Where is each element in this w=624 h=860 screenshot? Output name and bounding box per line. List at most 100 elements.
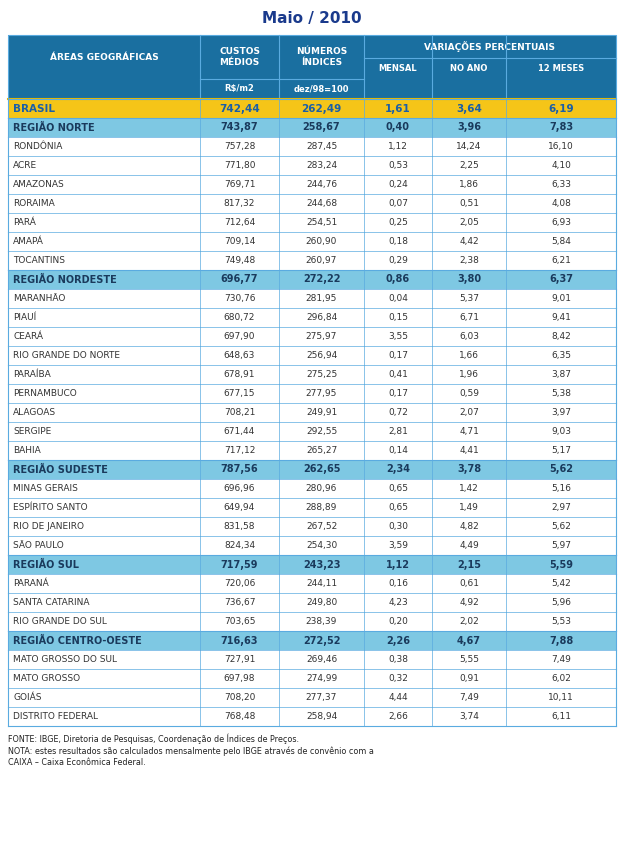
Text: 5,97: 5,97	[551, 541, 571, 550]
Bar	[8, 79, 616, 99]
Text: 7,88: 7,88	[549, 636, 573, 646]
Text: 0,59: 0,59	[459, 389, 479, 398]
Text: 0,53: 0,53	[388, 161, 408, 170]
Text: 4,49: 4,49	[459, 541, 479, 550]
Text: 2,25: 2,25	[459, 161, 479, 170]
Text: PARAÍBA: PARAÍBA	[13, 370, 51, 379]
Text: 7,49: 7,49	[459, 693, 479, 702]
Text: 5,55: 5,55	[459, 655, 479, 664]
Text: 678,91: 678,91	[224, 370, 255, 379]
Text: 0,14: 0,14	[388, 446, 408, 455]
Text: RIO DE JANEIRO: RIO DE JANEIRO	[13, 522, 84, 531]
Text: 244,11: 244,11	[306, 579, 337, 588]
Text: 287,45: 287,45	[306, 142, 337, 151]
Text: 771,80: 771,80	[224, 161, 255, 170]
Text: 4,08: 4,08	[551, 199, 571, 208]
Text: 2,07: 2,07	[459, 408, 479, 417]
Text: 0,51: 0,51	[459, 199, 479, 208]
Text: 0,18: 0,18	[388, 237, 408, 246]
Text: 0,72: 0,72	[388, 408, 408, 417]
Text: 3,96: 3,96	[457, 122, 481, 132]
Text: ÁREAS GEOGRÁFICAS: ÁREAS GEOGRÁFICAS	[50, 52, 158, 62]
Text: 727,91: 727,91	[224, 655, 255, 664]
Text: 4,67: 4,67	[457, 636, 481, 646]
Text: 0,07: 0,07	[388, 199, 408, 208]
Text: MENSAL: MENSAL	[379, 64, 417, 73]
Bar	[8, 612, 616, 631]
Text: Maio / 2010: Maio / 2010	[262, 10, 362, 26]
Text: 16,10: 16,10	[548, 142, 574, 151]
Text: 6,02: 6,02	[551, 674, 571, 683]
Text: NÚMEROS
ÍNDICES: NÚMEROS ÍNDICES	[296, 47, 347, 67]
Text: RIO GRANDE DO NORTE: RIO GRANDE DO NORTE	[13, 351, 120, 360]
Text: BAHIA: BAHIA	[13, 446, 41, 455]
Text: 6,33: 6,33	[551, 180, 571, 189]
Text: 2,26: 2,26	[386, 636, 410, 646]
Text: SANTA CATARINA: SANTA CATARINA	[13, 598, 89, 607]
Text: 6,71: 6,71	[459, 313, 479, 322]
Text: 6,11: 6,11	[551, 712, 571, 721]
Text: 5,17: 5,17	[551, 446, 571, 455]
Text: 6,03: 6,03	[459, 332, 479, 341]
Text: 708,21: 708,21	[224, 408, 255, 417]
Text: 260,97: 260,97	[306, 256, 337, 265]
Bar	[8, 251, 616, 270]
Text: 1,66: 1,66	[459, 351, 479, 360]
Text: MATO GROSSO DO SUL: MATO GROSSO DO SUL	[13, 655, 117, 664]
Text: ACRE: ACRE	[13, 161, 37, 170]
Text: 265,27: 265,27	[306, 446, 337, 455]
Text: 6,19: 6,19	[548, 103, 574, 114]
Text: 258,67: 258,67	[303, 122, 340, 132]
Text: 262,49: 262,49	[301, 103, 341, 114]
Bar	[8, 403, 616, 422]
Text: VARIAÇÕES PERCENTUAIS: VARIAÇÕES PERCENTUAIS	[424, 41, 555, 52]
Text: PERNAMBUCO: PERNAMBUCO	[13, 389, 77, 398]
Text: 743,87: 743,87	[221, 122, 258, 132]
Text: 5,96: 5,96	[551, 598, 571, 607]
Text: 0,41: 0,41	[388, 370, 408, 379]
Bar	[8, 99, 616, 118]
Text: 283,24: 283,24	[306, 161, 337, 170]
Text: 292,55: 292,55	[306, 427, 337, 436]
Text: PARANÁ: PARANÁ	[13, 579, 49, 588]
Text: 1,12: 1,12	[388, 142, 408, 151]
Text: 277,37: 277,37	[306, 693, 337, 702]
Text: 249,91: 249,91	[306, 408, 337, 417]
Text: AMAPÁ: AMAPÁ	[13, 237, 44, 246]
Text: 5,38: 5,38	[551, 389, 571, 398]
Text: CAIXA – Caixa Econômica Federal.: CAIXA – Caixa Econômica Federal.	[8, 758, 145, 767]
Text: 9,01: 9,01	[551, 294, 571, 303]
Text: 769,71: 769,71	[224, 180, 255, 189]
Text: 3,78: 3,78	[457, 464, 481, 475]
Text: 3,97: 3,97	[551, 408, 571, 417]
Bar	[8, 346, 616, 365]
Text: 7,49: 7,49	[551, 655, 571, 664]
Text: 2,34: 2,34	[386, 464, 410, 475]
Bar	[8, 460, 616, 479]
Text: 275,25: 275,25	[306, 370, 337, 379]
Text: 2,66: 2,66	[388, 712, 408, 721]
Text: PARÁ: PARÁ	[13, 218, 36, 227]
Bar	[8, 327, 616, 346]
Text: 757,28: 757,28	[224, 142, 255, 151]
Text: 749,48: 749,48	[224, 256, 255, 265]
Bar	[8, 498, 616, 517]
Text: AMAZONAS: AMAZONAS	[13, 180, 65, 189]
Text: 3,74: 3,74	[459, 712, 479, 721]
Text: 4,10: 4,10	[551, 161, 571, 170]
Text: 787,56: 787,56	[221, 464, 258, 475]
Text: 9,41: 9,41	[551, 313, 571, 322]
Text: 4,41: 4,41	[459, 446, 479, 455]
Text: DISTRITO FEDERAL: DISTRITO FEDERAL	[13, 712, 98, 721]
Text: 258,94: 258,94	[306, 712, 337, 721]
Text: 6,93: 6,93	[551, 218, 571, 227]
Text: 0,91: 0,91	[459, 674, 479, 683]
Text: 14,24: 14,24	[456, 142, 482, 151]
Text: REGIÃO NORTE: REGIÃO NORTE	[13, 122, 95, 132]
Text: ALAGOAS: ALAGOAS	[13, 408, 56, 417]
Text: 5,53: 5,53	[551, 617, 571, 626]
Text: 272,52: 272,52	[303, 636, 340, 646]
Text: 5,16: 5,16	[551, 484, 571, 493]
Text: 1,61: 1,61	[385, 103, 411, 114]
Text: 267,52: 267,52	[306, 522, 337, 531]
